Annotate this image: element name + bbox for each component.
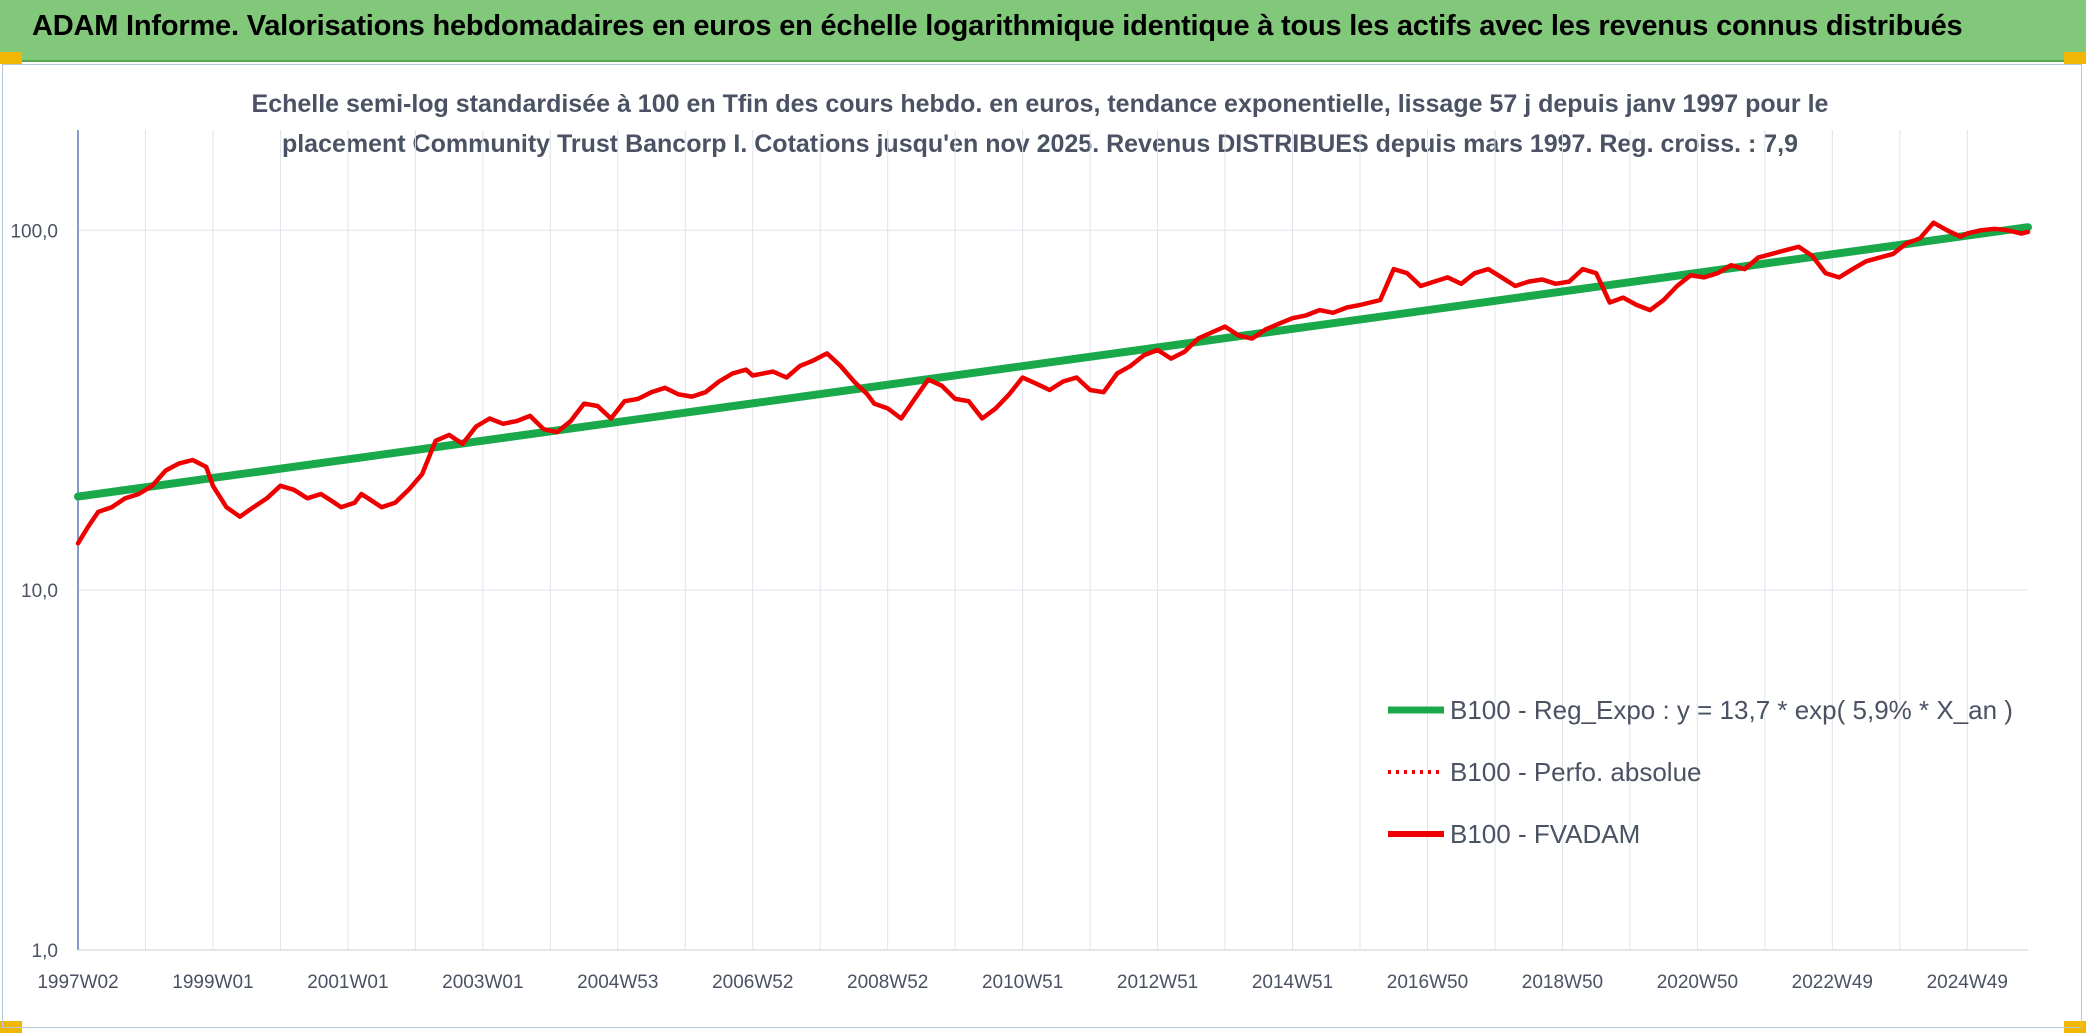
header-banner: ADAM Informe. Valorisations hebdomadaire… (0, 0, 2086, 62)
x-tick-label: 2006W52 (712, 972, 793, 993)
grid (77, 130, 2028, 951)
trend-line (74, 223, 2032, 501)
corner-marker-right (2064, 52, 2086, 64)
corner-marker-left (0, 52, 22, 64)
tick-labels: 1,0 10,0 100,0 1997W02 1999W01 2001W01 2003W01… (10, 221, 2007, 993)
series-lines (74, 220, 2032, 546)
x-tick-label: 2024W49 (1927, 972, 2008, 993)
chart-subtitle: Echelle semi-log standardisée à 100 en T… (160, 84, 1920, 164)
x-tick-label: 2010W51 (982, 972, 1063, 993)
chart-frame (2, 64, 2082, 1028)
chart-subtitle-line-1: Echelle semi-log standardisée à 100 en T… (251, 90, 1829, 118)
y-tick-label: 10,0 (21, 581, 58, 602)
x-tick-label: 2008W52 (847, 972, 928, 993)
axes (77, 130, 2028, 951)
x-tick-label: 1997W02 (37, 972, 118, 993)
legend-label: B100 - FVADAM (1450, 819, 1640, 849)
x-tick-label: 2003W01 (442, 972, 523, 993)
x-tick-label: 2016W50 (1387, 972, 1468, 993)
legend-label: B100 - Reg_Expo : y = 13,7 * exp( 5,9% *… (1450, 695, 2013, 725)
legend: B100 - Reg_Expo : y = 13,7 * exp( 5,9% *… (1388, 695, 2013, 849)
x-tick-label: 2004W53 (577, 972, 658, 993)
legend-label: B100 - Perfo. absolue (1450, 757, 1702, 787)
y-tick-label: 100,0 (10, 221, 58, 242)
chart-subtitle-line-2: placement Community Trust Bancorp I. Cot… (281, 130, 1799, 158)
page-title: ADAM Informe. Valorisations hebdomadaire… (32, 10, 1963, 42)
y-tick-label: 1,0 (32, 941, 58, 962)
x-tick-label: 2001W01 (307, 972, 388, 993)
series-line-fvadam (75, 220, 2031, 546)
x-tick-label: 2020W50 (1657, 972, 1738, 993)
x-tick-label: 1999W01 (172, 972, 253, 993)
x-tick-label: 2014W51 (1252, 972, 1333, 993)
x-tick-label: 2018W50 (1522, 972, 1603, 993)
x-tick-label: 2022W49 (1792, 972, 1873, 993)
x-tick-label: 2012W51 (1117, 972, 1198, 993)
